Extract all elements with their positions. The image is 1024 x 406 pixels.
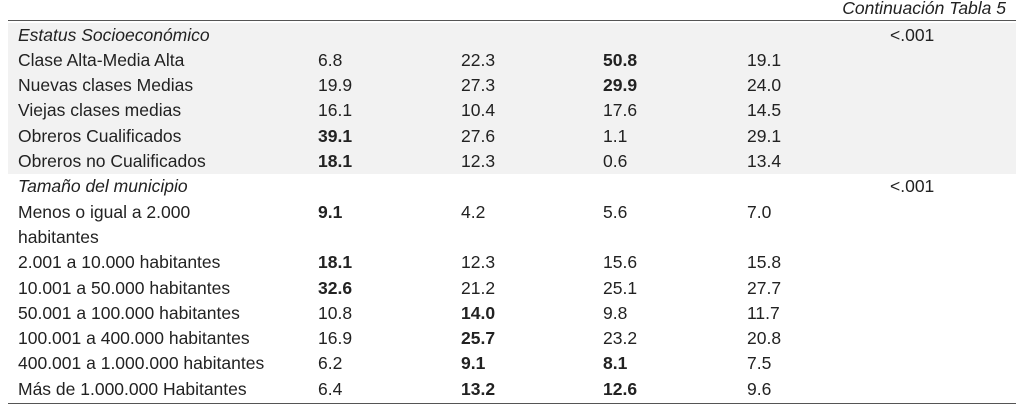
row-label: 100.001 a 400.000 habitantes [18,328,250,349]
caption: Continuación Tabla 5 [842,0,1006,18]
top-rule [8,20,1016,21]
cell-value: 32.6 [318,277,353,298]
cell-value: 12.6 [603,378,638,399]
cell-value: 14.0 [461,302,496,323]
cell-value: 11.7 [747,302,780,323]
row-label: Obreros Cualificados [18,125,182,146]
cell-value: 18.1 [318,151,353,171]
cell-value: 6.2 [318,353,343,374]
cell-value: 12.3 [461,151,496,171]
row-label: Clase Alta-Media Alta [18,49,185,70]
cell-value: 8.1 [603,353,628,374]
cell-value: 18.1 [318,252,353,273]
cell-value: 5.6 [603,201,628,222]
row-label: 2.001 a 10.000 habitantes [18,252,221,273]
row-label: Menos o igual a 2.000 habitantes [18,201,191,247]
cell-value: 29.9 [603,75,638,96]
cell-value: 27.6 [461,125,496,146]
cell-value: 16.9 [318,328,353,349]
row-label: Nuevas clases Medias [18,75,194,96]
bottom-rule [8,402,1016,404]
cell-value: 23.2 [603,328,638,349]
row-label: 10.001 a 50.000 habitantes [18,277,231,298]
cell-value: 9.6 [747,378,772,399]
cell-value: 19.1 [747,49,782,70]
cell-value: 10.4 [461,100,496,121]
cell-value: 25.1 [603,277,638,298]
cell-value: 15.6 [603,252,638,273]
cell-value: 6.4 [318,378,343,399]
row-label: Viejas clases medias [18,100,182,121]
cell-value: 29.1 [747,125,782,146]
p-value: <.001 [890,176,935,197]
cell-value: 24.0 [747,75,782,96]
cell-value: 14.5 [747,100,782,121]
cell-value: 21.2 [461,277,496,298]
cell-value: 15.8 [747,252,782,273]
cell-value: 6.8 [318,49,343,70]
section-title: Tamaño del municipio [18,176,188,197]
cell-value: 16.1 [318,100,353,121]
cell-value: 17.6 [603,100,638,121]
cell-value: 12.3 [461,252,496,273]
cell-value: 19.9 [318,75,353,96]
cell-value: 0.6 [603,151,628,171]
cell-value: 9.8 [603,302,628,323]
cell-value: 13.2 [461,378,496,399]
row-label: 50.001 a 100.000 habitantes [18,302,240,323]
cell-value: 50.8 [603,49,638,70]
cell-value: 7.5 [747,353,772,374]
cell-value: 9.1 [461,353,486,374]
cell-value: 25.7 [461,328,496,349]
cell-value: 39.1 [318,125,353,146]
cell-value: 1.1 [603,125,628,146]
cell-value: 27.3 [461,75,496,96]
p-value: <.001 [890,24,935,45]
cell-value: 7.0 [747,201,772,222]
cell-value: 27.7 [747,277,782,298]
section-band [8,22,1016,175]
cell-value: 20.8 [747,328,782,349]
row-label: 400.001 a 1.000.000 habitantes [18,353,265,374]
cell-value: 9.1 [318,201,343,222]
section-title: Estatus Socioeconómico [18,24,210,45]
row-label: Obreros no Cualificados [18,151,206,171]
cell-value: 10.8 [318,302,353,323]
cell-value: 22.3 [461,49,496,70]
cell-value: 13.4 [747,151,782,171]
cell-value: 4.2 [461,201,486,222]
row-label: Más de 1.000.000 Habitantes [18,378,247,399]
